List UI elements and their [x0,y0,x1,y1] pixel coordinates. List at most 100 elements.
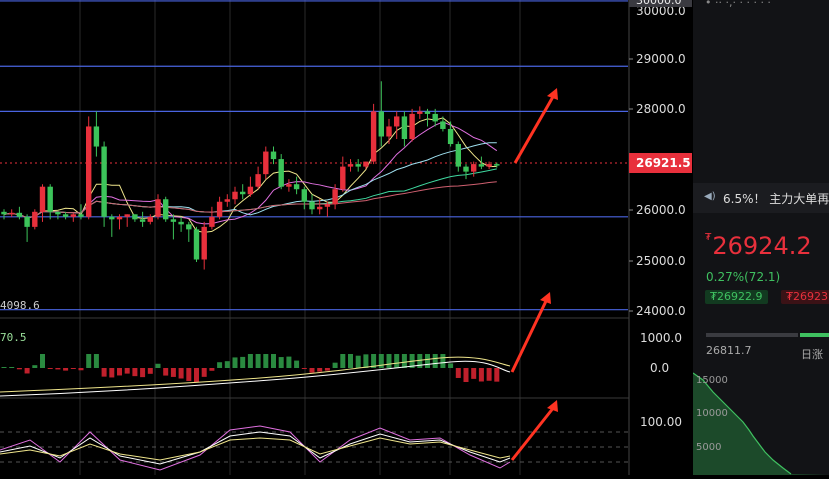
macd-bar-7 [55,368,61,370]
top-partial-tag-text: 30000.0 [636,0,682,7]
macd-bar-61 [471,368,477,379]
macd-bar-0 [1,367,7,368]
y-tick-label-2: 28000.0 [636,102,686,116]
macd-bar-57 [440,354,446,368]
candle-body-45 [347,164,354,167]
speaker-icon: ◀) [704,191,716,202]
macd-bar-8 [63,368,69,371]
candle-body-57 [440,121,446,129]
candle-body-41 [317,206,323,210]
candle-body-54 [417,111,423,114]
low-value: 26811.7 [706,344,752,357]
candle-body-36 [278,159,284,187]
candle-body-1 [9,212,15,215]
arrow-price-shaft [513,94,556,164]
range-bar-left [706,333,798,337]
macd-bar-23 [178,368,184,379]
level-label-left: 4098.6 [0,299,40,312]
bid-price[interactable]: ₮26922.9 [705,290,768,304]
candle-body-38 [293,184,300,190]
current-price-tag-text: 26921.5 [636,156,691,170]
candle-body-25 [193,229,200,260]
candle-body-18 [139,219,146,222]
macd-bar-11 [86,354,92,368]
macd-bar-39 [301,368,307,369]
price-change: 0.27%(72.1) [706,270,781,284]
macd-bar-24 [186,368,192,381]
kdj-k-line [0,431,511,465]
macd-bar-49 [378,354,384,368]
macd-bar-41 [317,368,323,372]
macd-bar-44 [340,354,346,368]
y-tick-label-5: 24000.0 [636,304,686,318]
candle-body-2 [16,212,23,217]
candle-body-0 [1,211,7,215]
candle-body-59 [455,144,461,167]
macd-bar-14 [109,368,115,378]
candle-body-20 [155,199,161,217]
kdj-j-line [0,425,511,471]
candle-body-5 [39,186,46,212]
kdj-axis-label: 100.00 [640,415,682,429]
candle-body-40 [309,201,315,210]
macd-axis-label-1: 0.0 [650,361,669,375]
candle-body-8 [62,214,69,217]
candle-body-17 [132,214,138,220]
y-tick-label-3: 26000.0 [636,203,686,217]
candle-body-6 [47,186,53,212]
annotation-arrows [510,88,558,461]
kdj-pane [0,425,511,471]
ticker-strip: • ·· ·,· · · · · · [705,0,771,9]
last-price: ₮26924.2 [705,232,812,260]
chart-grid [0,0,630,475]
macd-bar-55 [425,354,430,368]
arrow-macd-shaft [510,298,549,373]
candle-body-49 [378,111,384,137]
candle-body-47 [363,161,369,167]
macd-bar-47 [363,354,369,368]
macd-bar-30 [232,357,238,368]
macd-bar-45 [348,354,353,368]
candle-body-10 [78,214,84,217]
candle-body-50 [386,126,392,137]
candle-body-3 [24,216,30,227]
macd-bar-19 [147,368,153,374]
macd-bar-16 [124,368,130,374]
top-partial-tag [629,0,692,7]
ask-price[interactable]: ₮26923 [781,290,829,304]
macd-bar-32 [247,354,253,368]
macd-bar-20 [155,363,161,368]
candle-body-42 [324,204,331,207]
macd-axis-label-0: 1000.0 [640,331,682,345]
arrow-price-head [547,88,558,100]
candle-body-48 [370,111,377,162]
macd-bar-46 [355,355,361,368]
macd-bar-56 [432,354,438,368]
candle-body-19 [147,216,153,222]
candle-body-13 [101,146,107,217]
macd-bar-36 [278,357,284,368]
candle-body-31 [240,191,246,195]
macd-bar-15 [117,368,122,376]
candle-body-23 [178,221,184,225]
macd-bar-3 [24,368,30,374]
candle-body-60 [463,166,469,172]
depth-label-3: 5000 [696,442,722,453]
macd-bar-9 [70,368,76,369]
news-banner[interactable]: ◀) 6.5%！ 主力大单再 [693,183,829,213]
candle-body-7 [55,211,61,215]
candle-body-14 [109,216,115,220]
candle-body-32 [247,186,254,195]
candle-body-12 [93,126,100,147]
candle-body-22 [170,219,177,222]
macd-bar-62 [478,368,484,382]
candle-body-15 [116,216,123,220]
macd-bar-34 [263,354,269,368]
macd-bar-21 [163,368,169,376]
macd-bar-26 [201,368,207,377]
depth-area [692,372,829,475]
candle-body-16 [124,214,130,217]
macd-bar-4 [32,365,38,368]
macd-bar-29 [224,361,230,368]
